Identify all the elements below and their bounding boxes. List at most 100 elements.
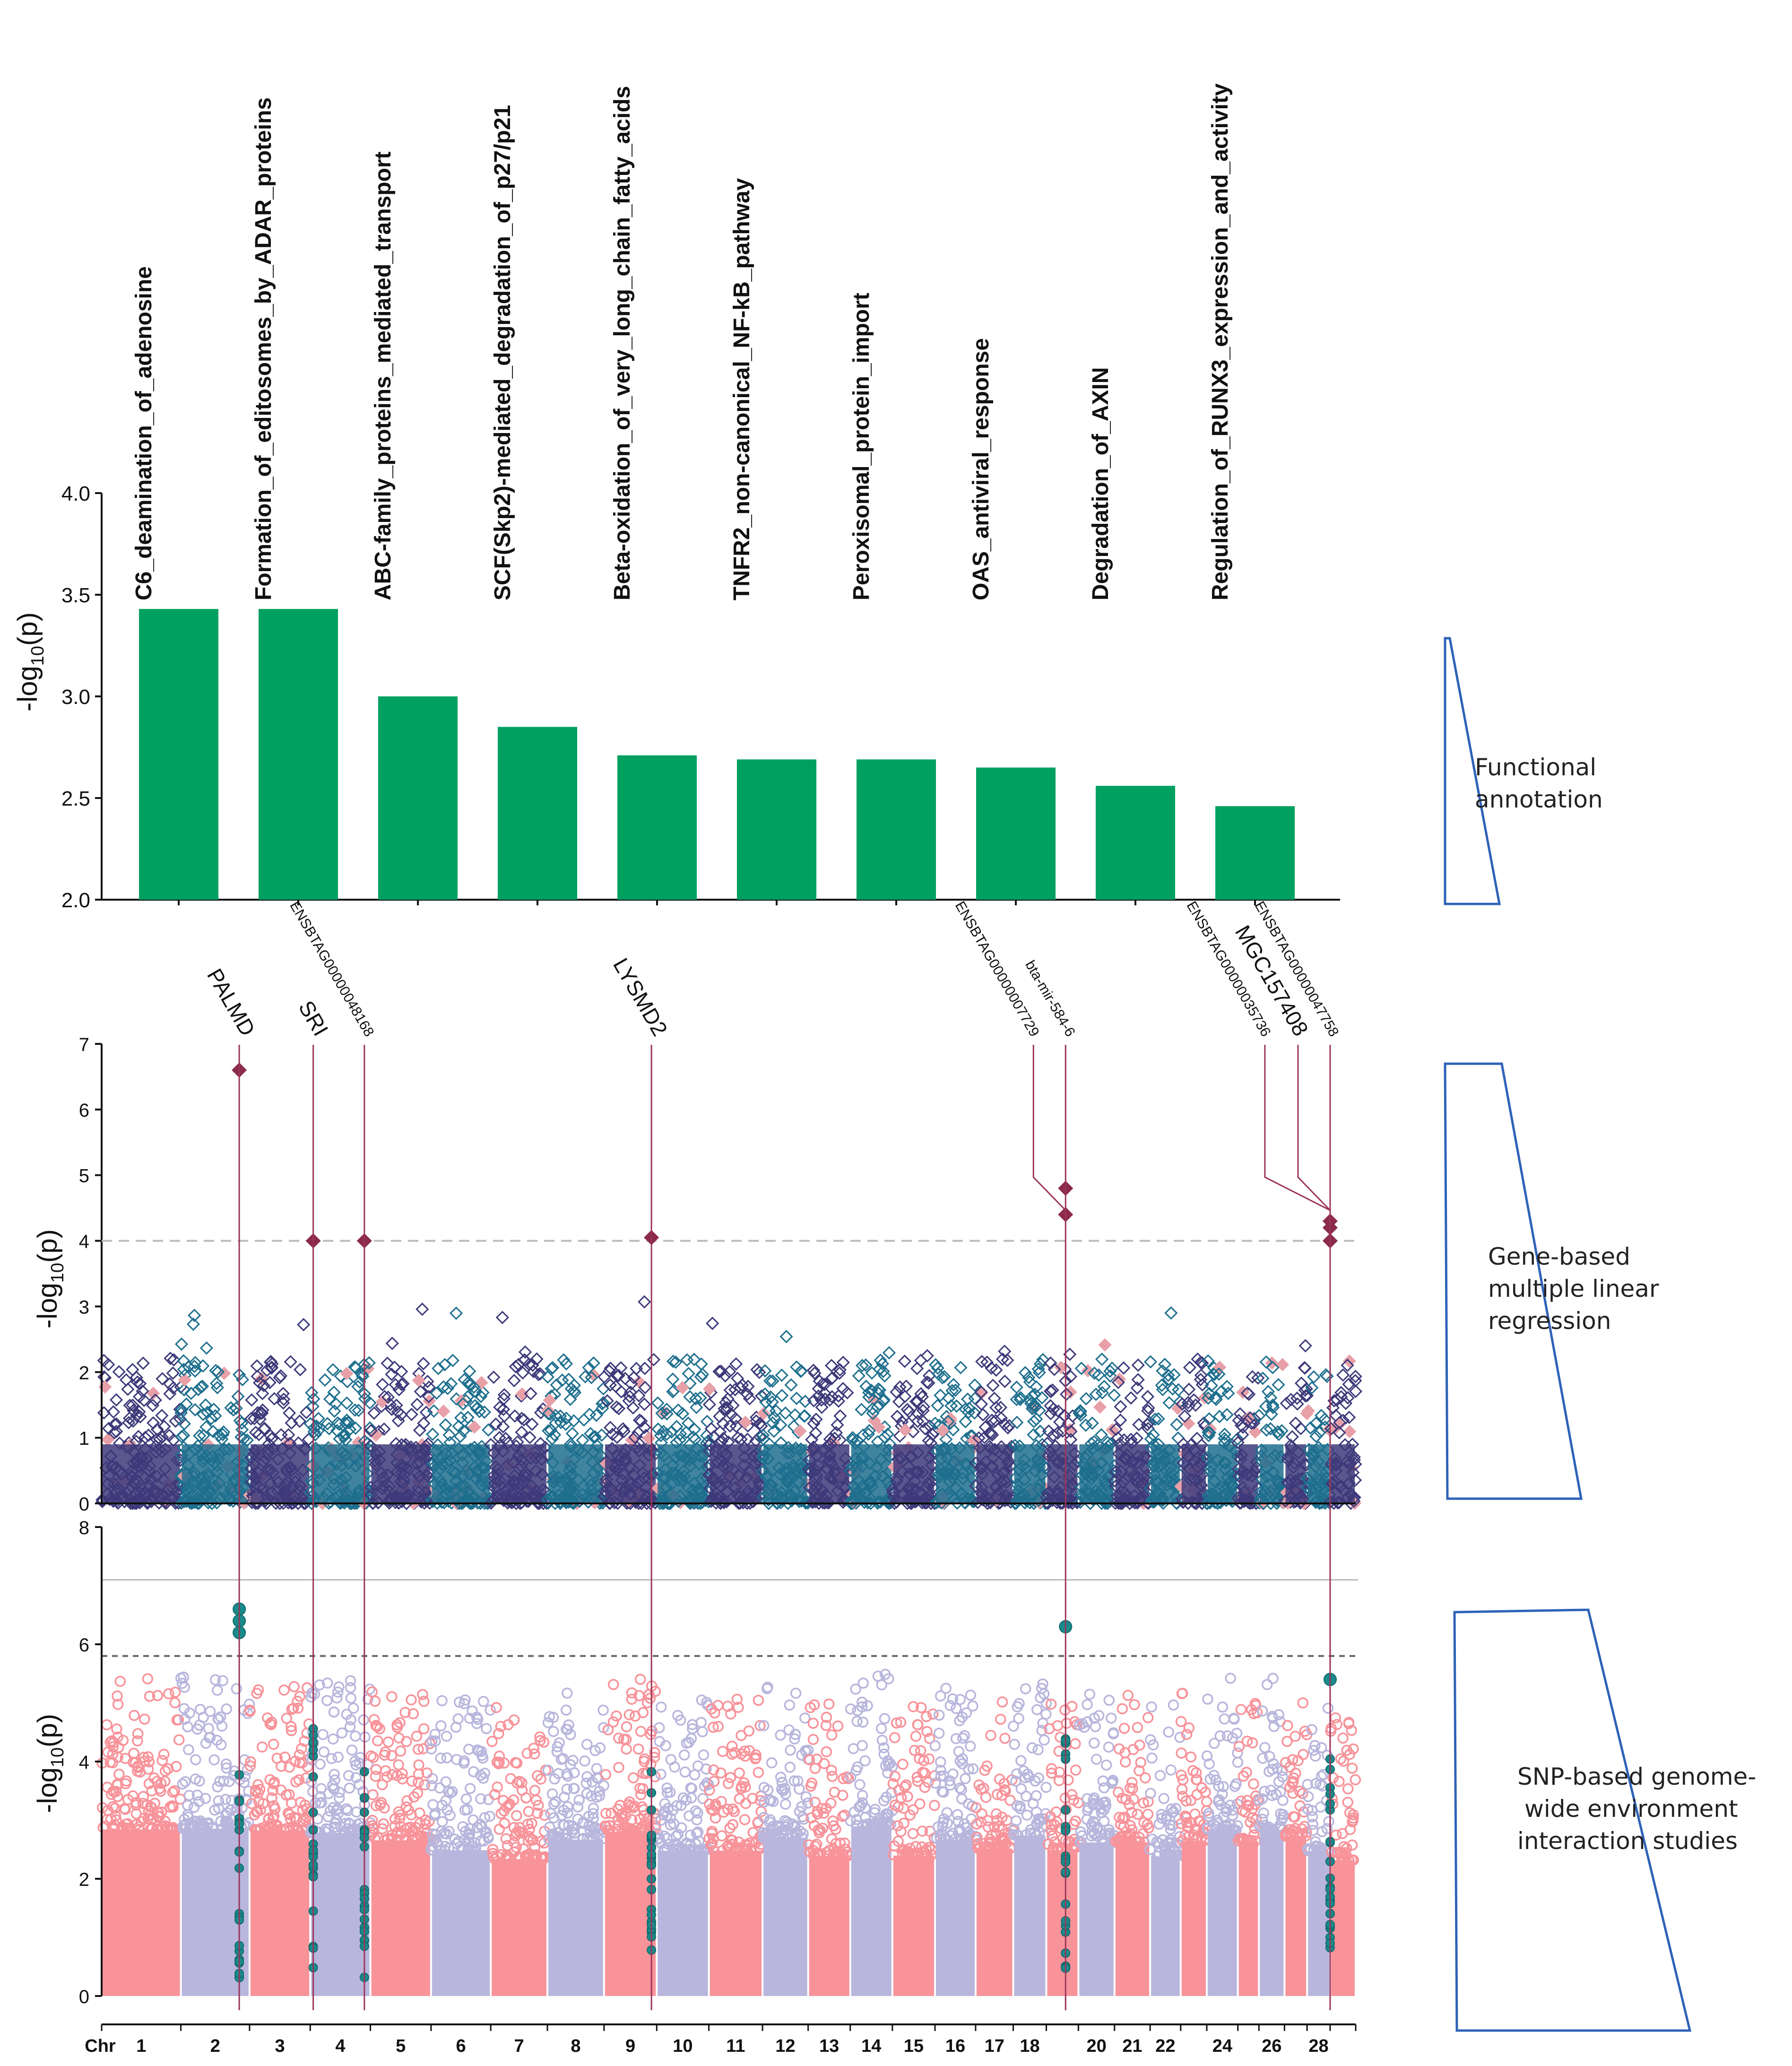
gene-point [806,1363,821,1377]
gene-point [1280,1397,1293,1410]
snp-point [961,1707,972,1719]
snp-point [1061,1718,1072,1729]
snp-point [297,1804,309,1816]
gene-point [793,1424,807,1438]
snp-point [321,1695,333,1706]
snp-point [704,1798,715,1810]
snp-point [469,1844,480,1856]
gene-point [681,1416,695,1430]
gene-point [1232,1414,1246,1427]
snp-point [400,1834,411,1846]
snp-point [959,1730,970,1742]
snp-point [372,1735,383,1746]
snp-point [288,1702,299,1714]
snp-point [600,1769,612,1780]
snp-point [796,1801,807,1813]
snp-point [171,1714,183,1726]
gene-point [207,1403,221,1416]
snp-point [924,1733,935,1744]
snp-point [511,1827,522,1839]
gene-point [1001,1354,1014,1367]
snp-point [895,1826,907,1837]
snp-point [889,1732,900,1744]
snp-point [166,1823,178,1834]
snp-point [389,1820,401,1832]
gene-point-band [893,1444,935,1503]
gene-point [322,1422,336,1436]
snp-point [960,1832,971,1843]
snp-point [573,1794,585,1806]
gene-point [1220,1408,1234,1422]
gene-point [1246,1370,1259,1384]
gene-point [516,1366,530,1380]
gene-point [338,1427,351,1441]
gene-point [753,1365,766,1379]
gene-point-band [432,1444,490,1503]
gene-point [873,1383,887,1397]
snp-point [130,1757,141,1769]
gene-point [1198,1391,1212,1405]
snp-point [489,1788,501,1800]
snp-point [649,1752,660,1763]
snp-point [817,1823,829,1834]
snp-point [256,1741,268,1753]
snp-point [660,1740,671,1752]
gene-point [340,1396,354,1410]
snp-point [498,1795,509,1806]
gene-point [962,1401,976,1415]
gene-point [974,1397,988,1411]
snp-point [406,1694,417,1706]
gene-point [855,1359,869,1372]
gene-point [1259,1355,1273,1369]
gene-point [1201,1354,1215,1368]
snp-point [848,1806,860,1818]
snp-point [231,1683,242,1694]
gene-point [980,1355,994,1369]
gene-point [229,1401,243,1415]
gene-point [1105,1423,1119,1437]
gene-point [349,1421,363,1435]
snp-point [538,1736,550,1748]
gene-point [766,1374,779,1388]
gene-point [700,1415,714,1428]
gene-point [731,1431,745,1445]
snp-point [464,1783,476,1794]
snp-point [213,1795,225,1806]
snp-point [923,1841,935,1853]
snp-point [963,1763,974,1775]
gene-point [554,1415,568,1429]
snp-point [731,1693,743,1705]
snp-point [965,1740,976,1752]
snp-point [1040,1698,1052,1709]
snp-point [381,1771,393,1783]
snp-point [878,1742,890,1753]
snp-point [794,1783,805,1795]
snp-point [511,1810,522,1822]
snp-point [1121,1831,1133,1843]
snp-point [548,1726,559,1737]
snp-point [502,1840,513,1851]
snp-point [1148,1739,1159,1751]
snp-point [567,1821,578,1832]
gene-point [109,1393,123,1407]
snp-point [457,1821,468,1832]
gene-y-label-sub: 10 [48,1263,68,1283]
snp-point [492,1851,503,1862]
snp-point [278,1824,290,1835]
bar-y-axis-label: -log10(p) [12,612,48,712]
snp-point [220,1758,232,1770]
snp-point [859,1755,871,1767]
gene-point [186,1317,200,1331]
snp-point [736,1780,747,1792]
gene-point [1264,1391,1278,1405]
gene-point [1018,1366,1032,1380]
gene-point [666,1354,680,1368]
snp-point [112,1699,124,1710]
snp-point [552,1741,563,1753]
snp-point [450,1721,462,1733]
snp-point [184,1707,195,1719]
snp-point [597,1704,609,1716]
snp-point [427,1799,439,1810]
gene-point [249,1425,263,1439]
